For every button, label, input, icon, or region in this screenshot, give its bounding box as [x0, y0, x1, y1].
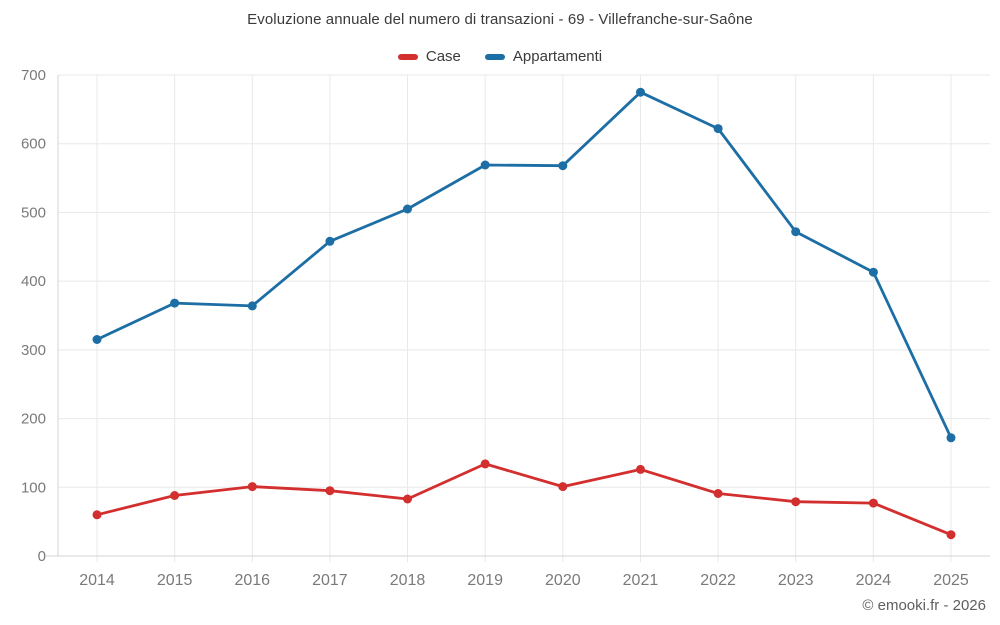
data-point-case-2024 — [868, 498, 878, 508]
x-tick-label: 2023 — [778, 572, 814, 589]
legend-label-appartamenti: Appartamenti — [512, 48, 603, 65]
data-point-appartamenti-2017 — [325, 236, 335, 246]
x-tick-label: 2019 — [467, 572, 503, 589]
data-point-case-2021 — [636, 464, 645, 474]
y-tick-label: 400 — [21, 273, 46, 290]
data-point-appartamenti-2024 — [868, 267, 878, 277]
x-tick-label: 2021 — [623, 572, 659, 589]
data-point-case-2015 — [170, 491, 180, 500]
data-point-case-2014 — [92, 510, 102, 520]
y-tick-label: 300 — [21, 342, 46, 359]
copyright-text: © emooki.fr - 2026 — [862, 597, 986, 614]
x-tick-label: 2024 — [856, 572, 892, 589]
series-line-case — [95, 462, 953, 537]
series-line-appartamenti — [95, 90, 953, 440]
legend-item-case[interactable]: Case — [397, 48, 461, 65]
labels-layer: 0 100 200 300 400 500 600 700 2014 2015 2016 2017 20… — [21, 67, 969, 589]
y-tick-label: 500 — [21, 204, 46, 221]
y-tick-label: 700 — [21, 67, 46, 84]
data-point-case-2017 — [325, 486, 335, 496]
data-point-case-2025 — [946, 530, 956, 540]
data-point-case-2022 — [713, 489, 723, 498]
case-swatch-icon — [397, 53, 418, 60]
data-point-appartamenti-2021 — [636, 87, 645, 97]
x-tick-label: 2022 — [700, 572, 736, 589]
data-point-appartamenti-2014 — [92, 335, 102, 344]
data-point-case-2016 — [247, 482, 257, 492]
legend-item-appartamenti[interactable]: Appartamenti — [484, 48, 603, 65]
data-point-appartamenti-2015 — [170, 298, 180, 308]
data-point-appartamenti-2025 — [946, 433, 956, 443]
data-point-appartamenti-2018 — [403, 204, 412, 214]
y-tick-label: 100 — [21, 479, 46, 496]
data-point-appartamenti-2023 — [791, 227, 801, 237]
x-tick-label: 2025 — [933, 572, 969, 589]
x-tick-label: 2014 — [79, 572, 115, 589]
appartamenti-swatch-icon — [484, 53, 505, 60]
x-tick-label: 2017 — [312, 572, 348, 589]
x-tick-label: 2016 — [234, 572, 270, 589]
data-point-case-2020 — [558, 482, 568, 492]
data-point-appartamenti-2020 — [558, 161, 568, 171]
legend-label-case: Case — [425, 48, 461, 65]
y-tick-label: 200 — [21, 411, 46, 428]
data-point-appartamenti-2016 — [247, 301, 257, 311]
data-point-case-2018 — [403, 494, 412, 504]
y-tick-label: 600 — [21, 136, 46, 153]
x-tick-label: 2018 — [390, 572, 426, 589]
series-layer — [92, 87, 956, 540]
chart-title: Evoluzione annuale del numero di transaz… — [247, 11, 753, 28]
data-point-appartamenti-2022 — [713, 124, 723, 134]
data-point-appartamenti-2019 — [480, 160, 490, 170]
chart-legend: Case Appartamenti — [0, 48, 1000, 65]
data-point-case-2023 — [791, 497, 801, 507]
grid-layer — [58, 74, 990, 562]
y-tick-label: 0 — [38, 548, 46, 565]
axis-layer — [46, 75, 990, 557]
x-tick-label: 2020 — [545, 572, 581, 589]
data-point-case-2019 — [480, 459, 490, 469]
x-tick-label: 2015 — [157, 572, 193, 589]
